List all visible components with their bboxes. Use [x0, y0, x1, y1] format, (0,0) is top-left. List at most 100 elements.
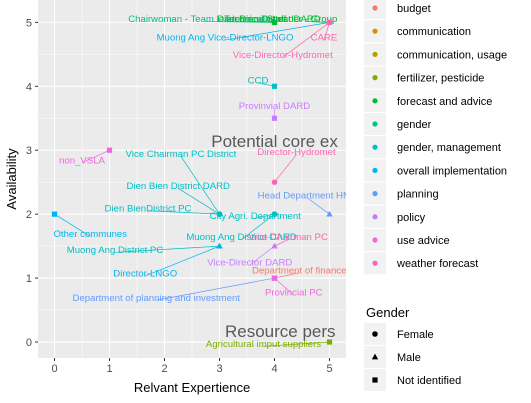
point-label: Agricultural imput suppliers — [206, 339, 321, 350]
shape-legend-swatch — [372, 377, 378, 383]
legend-key-swatch — [372, 121, 378, 127]
label-leader-line — [114, 245, 220, 253]
y-tick-label: 4 — [26, 81, 32, 93]
point-label: Head Department HMA — [258, 190, 358, 201]
legend-key-swatch — [372, 28, 378, 34]
point-label: Muong Ang District DARD — [186, 232, 296, 243]
shape-legend-label: Female — [397, 329, 434, 341]
zone-annotation: Potential core ex — [211, 132, 338, 151]
label-leader-line — [307, 197, 330, 215]
y-tick-label: 0 — [26, 337, 32, 349]
data-point — [216, 211, 223, 217]
legend-item-label: communication — [397, 26, 471, 38]
label-leader-line — [224, 22, 330, 41]
point-label: Director-Hydromet — [257, 147, 336, 158]
point-label: Department of planning and investment — [73, 293, 241, 304]
y-axis-title: Availability — [4, 148, 19, 210]
legend-item-label: use advice — [397, 235, 450, 247]
label-leader-line — [274, 277, 294, 296]
point-label: Vice Chairman PC District — [126, 149, 237, 160]
legend-item-label: fertilizer, pesticide — [397, 73, 484, 85]
label-leader-line — [274, 239, 289, 247]
point-label: Muong Ang Vice-Director-LNGO — [157, 33, 294, 44]
point-label: CARE — [311, 33, 338, 44]
x-tick-label: 1 — [106, 363, 112, 375]
data-point — [271, 19, 278, 25]
x-tick-label: 0 — [51, 363, 57, 375]
point-label: Director-LNGO — [113, 268, 177, 279]
data-point — [271, 83, 278, 89]
x-tick-label: 3 — [216, 363, 222, 375]
point-label: Department of finance — [252, 265, 346, 276]
label-leader-line — [323, 22, 330, 41]
legend-item-label: forecast and advice — [397, 96, 492, 108]
axes: 0 1 2 3 4 5 0 1 2 3 4 5 Relvant Expertience Availabil… — [4, 17, 333, 395]
zone-annotation: Resource pers — [225, 322, 336, 341]
legend-item-label: planning — [397, 189, 439, 201]
point-label: Vice-Chairman PC — [249, 232, 328, 243]
data-point — [271, 115, 278, 121]
x-tick-label: 5 — [326, 363, 332, 375]
label-leader-line — [249, 245, 275, 266]
data-point — [51, 211, 58, 217]
legend-key-swatch — [372, 5, 378, 11]
point-label: Vice-Director DARD — [207, 258, 292, 269]
data-point — [216, 242, 223, 249]
point-label: Vice-Director-Hydromet — [233, 50, 333, 61]
point-label: Dien Bien District DARD — [127, 181, 230, 192]
legend-item-label: communication, usage — [397, 49, 507, 61]
x-axis-title: Relvant Expertience — [134, 380, 250, 395]
point-label: Other communes — [53, 229, 127, 240]
point-label: Provinvial DARD — [239, 101, 311, 112]
label-leader-line — [255, 21, 275, 23]
shape-legend-label: Not identified — [397, 375, 461, 387]
legend-key-swatch — [372, 237, 378, 243]
data-point — [271, 179, 278, 185]
label-leader-line — [180, 156, 220, 215]
y-tick-label: 3 — [26, 145, 32, 157]
data-point — [326, 210, 333, 217]
grid-lines — [38, 0, 346, 358]
legend-item-label: weather forecast — [396, 258, 478, 270]
shape-legend-title: Gender — [366, 305, 410, 320]
legend-key-swatch — [372, 75, 378, 81]
shape-legend-swatch — [371, 353, 379, 360]
label-leader-line — [274, 154, 297, 183]
label-leader-line — [257, 82, 275, 87]
point-label: Leader - Group — [272, 14, 337, 25]
data-point — [106, 147, 113, 153]
label-leader-line — [255, 213, 275, 219]
legend: budget communication communication, usage f… — [364, 0, 507, 391]
legend-item-label: gender — [397, 119, 432, 131]
data-point — [271, 242, 278, 249]
legend-key-swatch — [372, 167, 378, 173]
legend-item-label: gender, management — [397, 142, 501, 154]
x-tick-label: 2 — [161, 363, 167, 375]
label-leader-line — [81, 149, 110, 164]
legend-key-swatch — [372, 51, 378, 58]
label-leader-line — [205, 21, 275, 23]
label-leader-line — [54, 213, 91, 237]
point-label: Dien BienDistrict PC — [105, 203, 192, 214]
point-label: Muong Ang District PC — [67, 245, 164, 256]
y-tick-label: 2 — [26, 209, 32, 221]
label-leader-line — [147, 210, 220, 215]
point-label: CCD — [248, 75, 269, 86]
x-tick-label: 4 — [271, 363, 277, 375]
shape-legend-swatch — [372, 331, 378, 337]
legend-item-label: policy — [397, 212, 426, 224]
y-tick-label: 1 — [26, 273, 32, 285]
data-points — [51, 19, 333, 345]
label-leader-line — [178, 188, 220, 215]
y-tick-label: 5 — [26, 17, 32, 29]
label-leader-line — [263, 341, 330, 347]
point-label: Chairwoman - Team leader in village — [128, 14, 283, 25]
data-point — [271, 211, 278, 217]
point-labels: Potential core ex Resource pers Chairwoman… — [53, 14, 358, 350]
shape-legend-label: Male — [397, 352, 421, 364]
point-label: Provincial PC — [265, 288, 323, 299]
legend-item-label: overall implementation — [397, 165, 507, 177]
legend-key-swatch — [372, 214, 378, 220]
legend-key-swatch — [372, 144, 378, 150]
